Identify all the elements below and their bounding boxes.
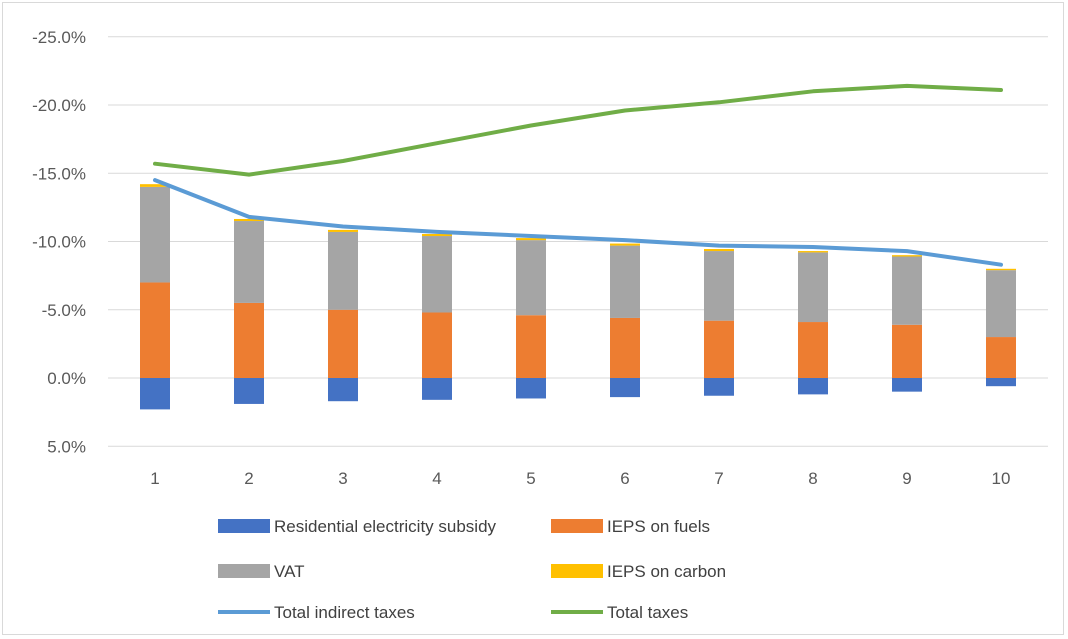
bar-segment [422, 236, 452, 313]
bar-segment [986, 268, 1016, 271]
x-tick-label: 1 [150, 469, 159, 488]
x-tick-label: 8 [808, 469, 817, 488]
bar-segment [798, 252, 828, 323]
bar-segment [234, 221, 264, 303]
y-tick-label: -20.0% [32, 96, 86, 115]
legend-swatch [218, 564, 270, 578]
bar-segment [516, 238, 546, 241]
bar-segment [328, 378, 358, 402]
bar-segment [704, 320, 734, 378]
legend-label: Total indirect taxes [274, 603, 415, 622]
legend-label: Residential electricity subsidy [274, 517, 497, 536]
x-tick-label: 10 [992, 469, 1011, 488]
x-tick-label: 6 [620, 469, 629, 488]
x-tick-label: 3 [338, 469, 347, 488]
y-tick-label: 5.0% [47, 437, 86, 456]
bar-segment [610, 243, 640, 246]
y-tick-label: -25.0% [32, 28, 86, 47]
legend-label: IEPS on fuels [607, 517, 710, 536]
y-tick-label: -10.0% [32, 233, 86, 252]
x-tick-label: 4 [432, 469, 441, 488]
bar-segment [892, 255, 922, 257]
bar-segment [422, 378, 452, 400]
legend-swatch [551, 519, 603, 533]
bar-segment [422, 233, 452, 237]
x-axis-tick-labels: 1 2 3 4 5 6 7 8 9 10 [150, 469, 1010, 488]
bars [140, 184, 1016, 410]
bar-segment [140, 378, 170, 410]
bar-segment [892, 324, 922, 378]
bar-segment [798, 251, 828, 253]
x-tick-label: 7 [714, 469, 723, 488]
bar-segment [892, 256, 922, 325]
bar-segment [328, 309, 358, 378]
legend-swatch [551, 564, 603, 578]
bar-segment [610, 245, 640, 318]
bar-segment [516, 240, 546, 316]
bar-segment [798, 322, 828, 378]
bar-segment [610, 378, 640, 398]
x-tick-label: 2 [244, 469, 253, 488]
bar-segment [704, 251, 734, 321]
bar-segment [610, 317, 640, 378]
y-tick-label: -15.0% [32, 164, 86, 183]
y-tick-label: 0.0% [47, 369, 86, 388]
bar-segment [140, 184, 170, 187]
y-axis-tick-labels: 5.0% 0.0% -5.0% -10.0% -15.0% -20.0% -25.0% [32, 28, 86, 457]
bar-segment [704, 378, 734, 396]
bar-segment [798, 378, 828, 395]
legend-label: VAT [274, 562, 305, 581]
series-line [153, 178, 1003, 267]
legend-label: IEPS on carbon [607, 562, 726, 581]
bar-segment [328, 229, 358, 232]
bar-segment [986, 337, 1016, 378]
bar-segment [986, 378, 1016, 387]
bar-segment [140, 282, 170, 378]
x-tick-label: 9 [902, 469, 911, 488]
bar-segment [234, 378, 264, 404]
legend-swatch [218, 519, 270, 533]
series-line [153, 83, 1003, 177]
bar-segment [422, 312, 452, 378]
bar-segment [704, 249, 734, 252]
legend-label: Total taxes [607, 603, 688, 622]
bar-segment [234, 302, 264, 378]
legend: Residential electricity subsidy IEPS on f… [218, 517, 726, 622]
bar-segment [516, 378, 546, 399]
bar-segment [986, 270, 1016, 338]
bar-segment [516, 315, 546, 378]
bar-segment [234, 218, 264, 222]
y-tick-label: -5.0% [42, 301, 86, 320]
bar-segment [328, 231, 358, 310]
bar-segment [892, 378, 922, 392]
bar-segment [140, 186, 170, 283]
x-tick-label: 5 [526, 469, 535, 488]
series-lines [153, 83, 1003, 267]
